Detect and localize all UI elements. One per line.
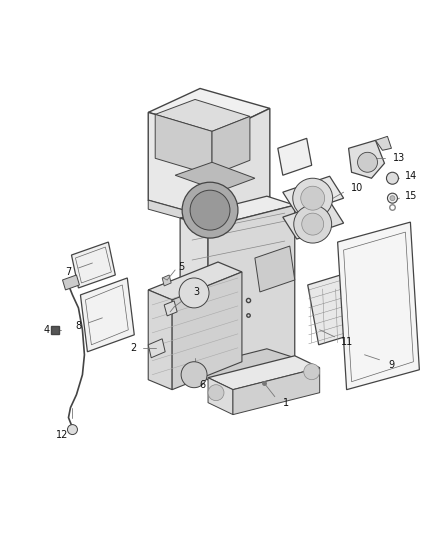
Polygon shape	[71, 242, 115, 288]
Circle shape	[190, 190, 230, 230]
Polygon shape	[180, 218, 208, 379]
Text: 2: 2	[130, 343, 136, 353]
Polygon shape	[81, 278, 134, 352]
Text: 12: 12	[57, 430, 69, 440]
Polygon shape	[283, 201, 343, 239]
Polygon shape	[180, 196, 295, 227]
Polygon shape	[220, 108, 270, 220]
Text: 15: 15	[405, 191, 417, 201]
Text: 7: 7	[65, 267, 71, 277]
Polygon shape	[148, 262, 242, 300]
Polygon shape	[283, 176, 343, 214]
Polygon shape	[148, 339, 165, 358]
Text: 3: 3	[193, 287, 199, 297]
Circle shape	[182, 182, 238, 238]
Text: 11: 11	[340, 337, 353, 347]
Polygon shape	[255, 246, 295, 292]
Text: 14: 14	[405, 171, 417, 181]
Polygon shape	[349, 140, 385, 178]
Text: 1: 1	[283, 398, 289, 408]
Polygon shape	[208, 378, 233, 415]
Text: 8: 8	[75, 321, 81, 331]
Text: 6: 6	[199, 379, 205, 390]
Text: 10: 10	[351, 183, 364, 193]
Polygon shape	[208, 205, 295, 379]
Circle shape	[293, 178, 332, 218]
Circle shape	[181, 362, 207, 387]
Polygon shape	[278, 139, 312, 175]
Polygon shape	[375, 136, 392, 150]
Polygon shape	[63, 275, 79, 290]
Circle shape	[304, 364, 320, 379]
Polygon shape	[338, 222, 419, 390]
Polygon shape	[148, 196, 270, 229]
Circle shape	[388, 193, 397, 203]
Circle shape	[386, 172, 399, 184]
Polygon shape	[148, 88, 270, 132]
Polygon shape	[162, 275, 171, 286]
Polygon shape	[175, 162, 255, 191]
Circle shape	[294, 205, 332, 243]
Polygon shape	[233, 368, 320, 415]
Polygon shape	[155, 100, 250, 131]
Circle shape	[357, 152, 378, 172]
Circle shape	[67, 425, 78, 434]
Text: 13: 13	[393, 154, 406, 163]
Polygon shape	[308, 268, 374, 345]
Polygon shape	[172, 272, 242, 390]
Text: 9: 9	[389, 360, 395, 370]
Circle shape	[208, 385, 224, 401]
Circle shape	[301, 186, 325, 210]
Circle shape	[302, 213, 324, 235]
Polygon shape	[212, 116, 250, 175]
Circle shape	[390, 196, 395, 200]
Polygon shape	[155, 115, 212, 175]
Polygon shape	[180, 349, 295, 379]
Polygon shape	[148, 290, 172, 390]
Circle shape	[179, 278, 209, 308]
Polygon shape	[148, 112, 220, 220]
Text: 4: 4	[43, 325, 49, 335]
Text: 5: 5	[178, 262, 184, 272]
Polygon shape	[164, 301, 177, 316]
Polygon shape	[208, 356, 320, 390]
